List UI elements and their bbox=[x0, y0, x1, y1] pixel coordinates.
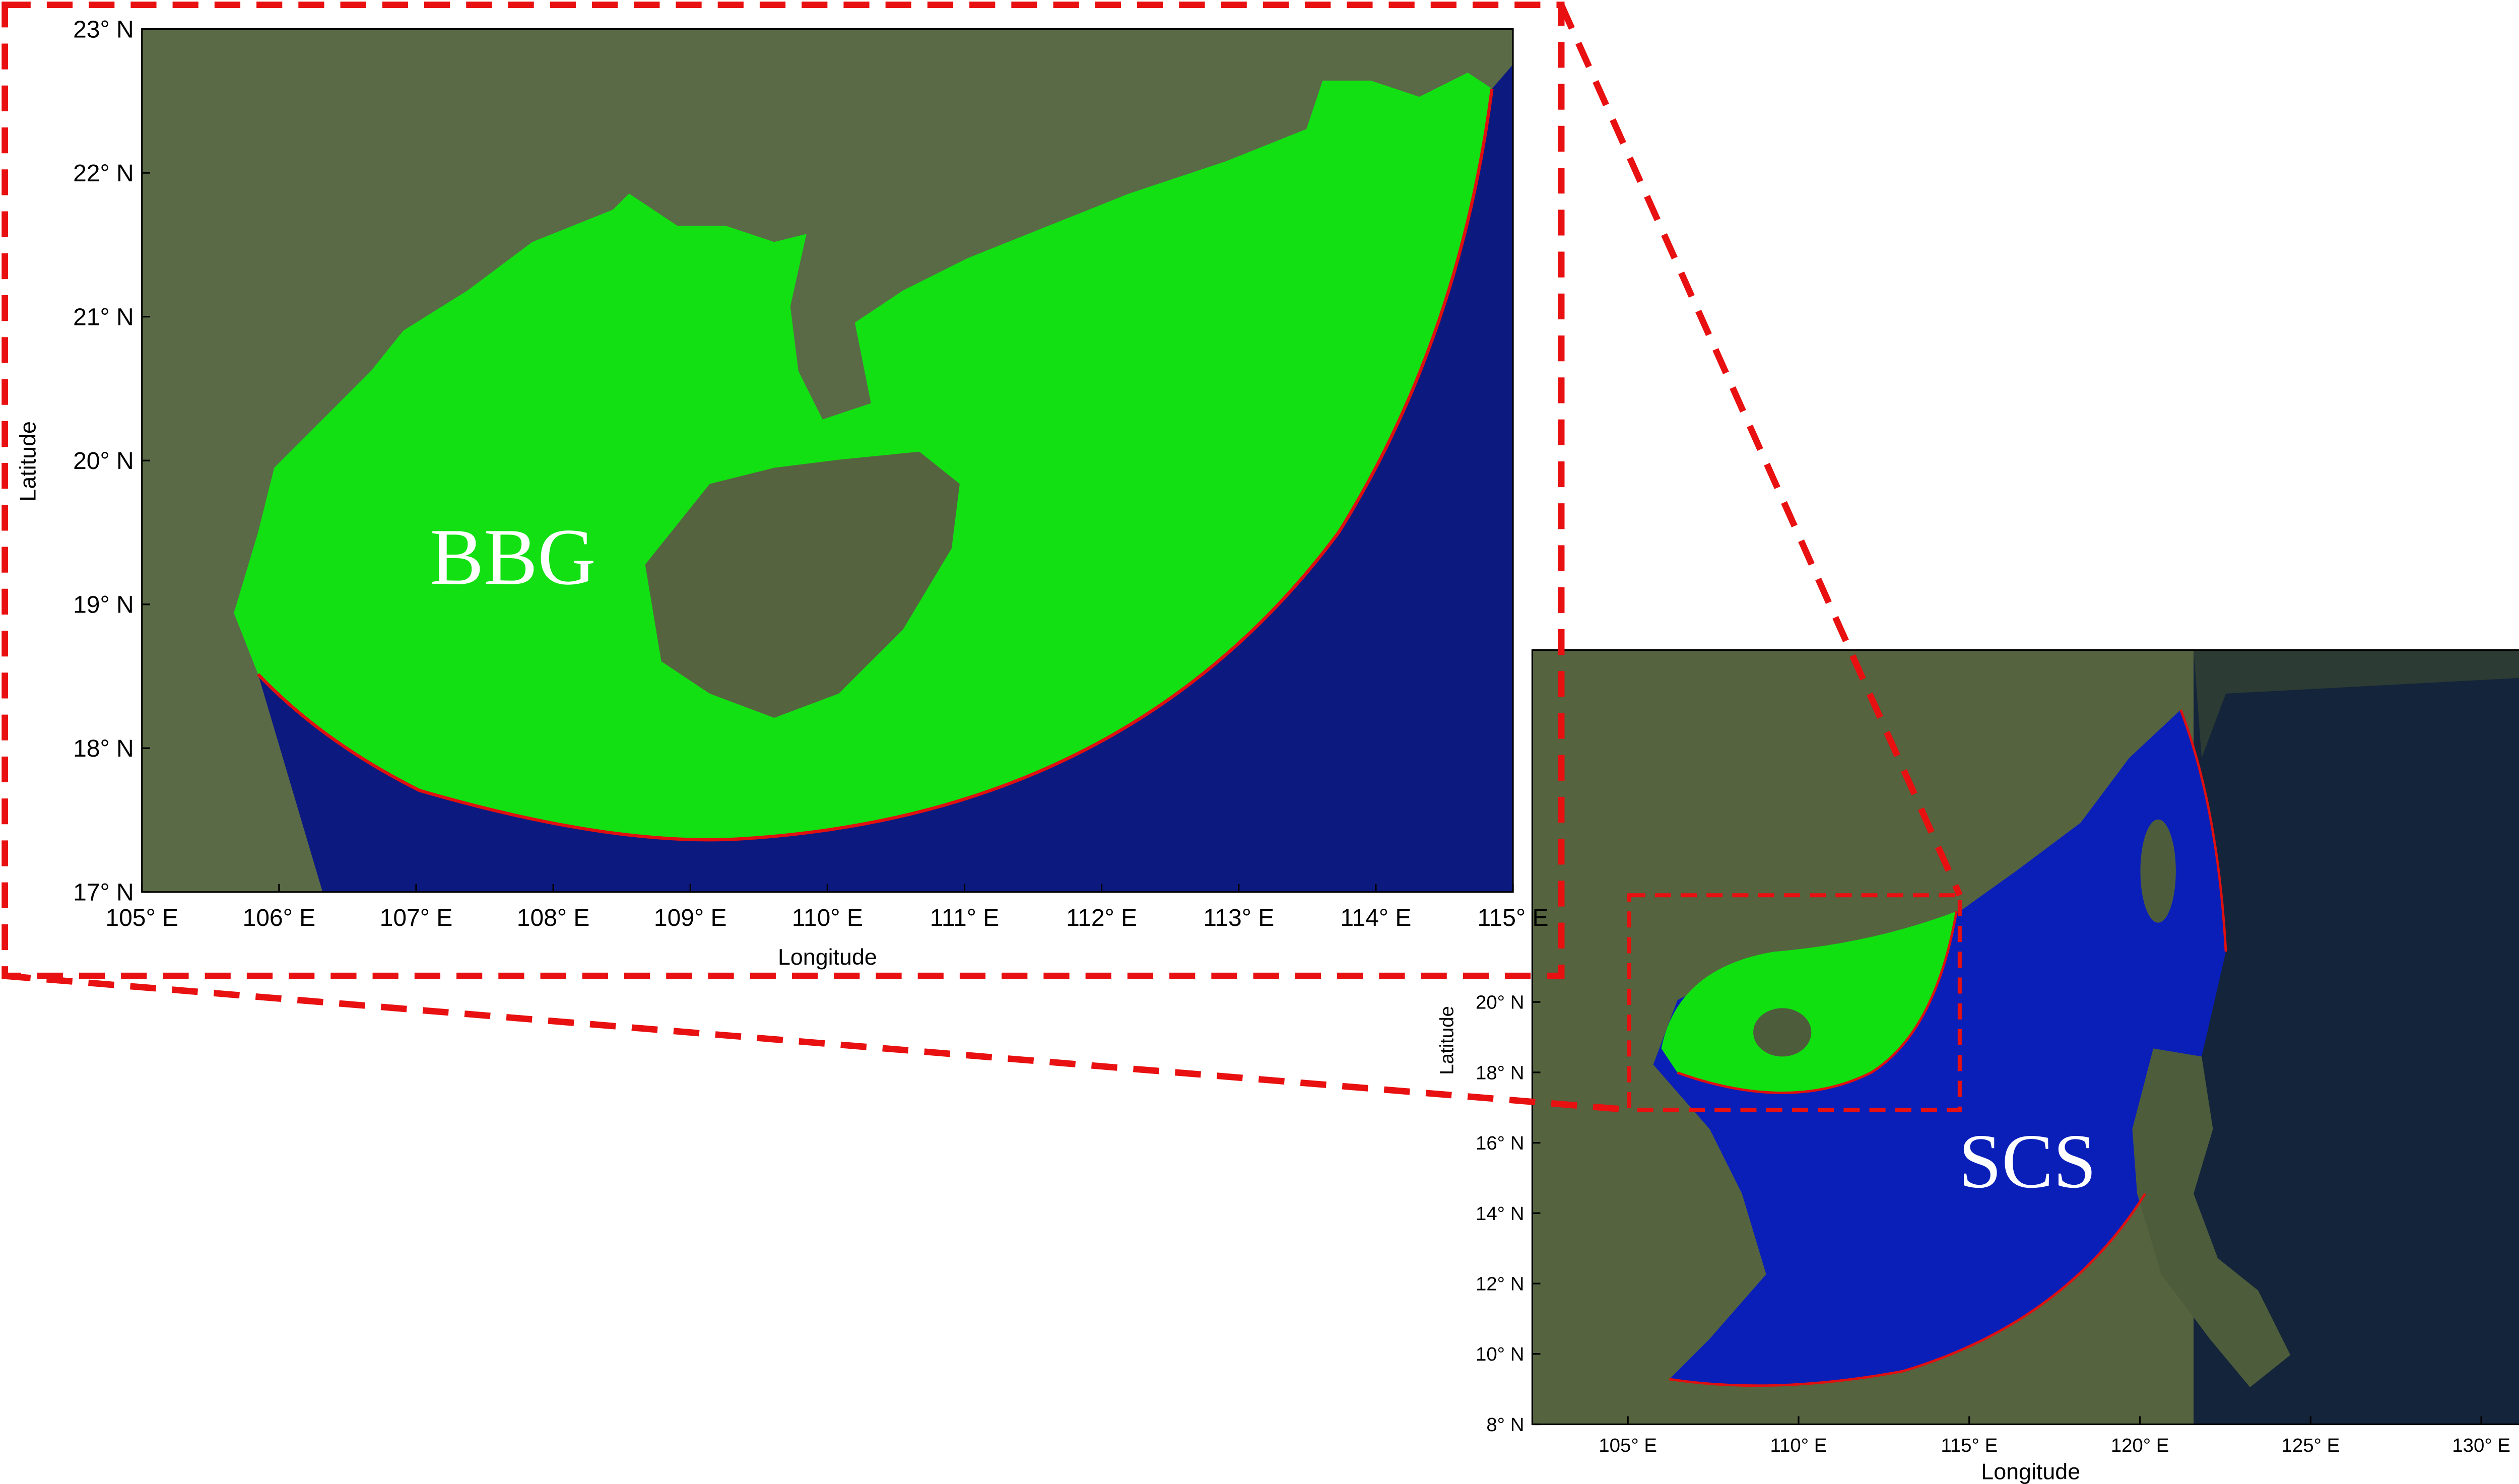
y-tick-label: 21° N bbox=[73, 304, 134, 331]
bbg-domain bbox=[234, 73, 1492, 840]
y-tick-label: 19° N bbox=[73, 592, 134, 619]
x-tick-label: 107° E bbox=[380, 905, 453, 931]
y-tick-label: 16° N bbox=[1476, 1132, 1524, 1154]
x-axis-title: Longitude bbox=[1981, 1459, 2080, 1484]
x-tick-label: 106° E bbox=[243, 905, 316, 931]
x-tick-label: 110° E bbox=[792, 905, 863, 931]
x-tick-label: 125° E bbox=[2281, 1435, 2340, 1456]
x-tick-label: 105° E bbox=[1599, 1435, 1657, 1456]
bbg-domain bbox=[1661, 911, 1957, 1093]
y-axis-title: Latitude bbox=[15, 421, 40, 502]
x-axis-title: Longitude bbox=[778, 945, 877, 970]
x-tick-label: 115° E bbox=[1941, 1435, 1998, 1456]
y-tick-label: 14° N bbox=[1476, 1203, 1524, 1225]
y-tick-label: 18° N bbox=[1476, 1062, 1524, 1084]
x-tick-label: 130° E bbox=[2452, 1435, 2510, 1456]
x-tick-label: 115° E bbox=[1477, 905, 1548, 931]
overview-map bbox=[1532, 650, 2519, 1425]
zoom-frame bbox=[2, 2, 1963, 1113]
bbg-box bbox=[1627, 893, 1962, 1112]
region-label: BBG bbox=[430, 512, 596, 601]
x-tick-label: 114° E bbox=[1340, 905, 1411, 931]
y-tick-label: 18° N bbox=[73, 735, 134, 762]
y-tick-label: 22° N bbox=[73, 160, 134, 187]
y-tick-label: 12° N bbox=[1476, 1273, 1524, 1295]
inset-map bbox=[142, 29, 1513, 892]
x-tick-label: 113° E bbox=[1203, 905, 1274, 931]
y-tick-label: 10° N bbox=[1476, 1343, 1524, 1365]
x-tick-label: 111° E bbox=[930, 905, 1000, 931]
y-tick-label: 17° N bbox=[73, 880, 134, 906]
y-tick-label: 8° N bbox=[1486, 1414, 1524, 1436]
y-tick-label: 20° N bbox=[73, 448, 134, 475]
x-tick-label: 110° E bbox=[1770, 1435, 1827, 1456]
x-tick-label: 112° E bbox=[1066, 905, 1137, 931]
x-tick-label: 109° E bbox=[654, 905, 727, 931]
region-label: SCS bbox=[1959, 1119, 2096, 1204]
scs-domain bbox=[1653, 709, 2226, 1386]
y-tick-label: 20° N bbox=[1476, 992, 1524, 1014]
hainan bbox=[645, 451, 960, 718]
x-tick-label: 108° E bbox=[517, 905, 590, 931]
sea bbox=[258, 64, 1513, 892]
x-tick-label: 120° E bbox=[2111, 1435, 2169, 1456]
x-tick-label: 105° E bbox=[105, 905, 178, 931]
y-axis-title: Latitude bbox=[1436, 1006, 1458, 1075]
y-tick-label: 23° N bbox=[73, 16, 134, 43]
